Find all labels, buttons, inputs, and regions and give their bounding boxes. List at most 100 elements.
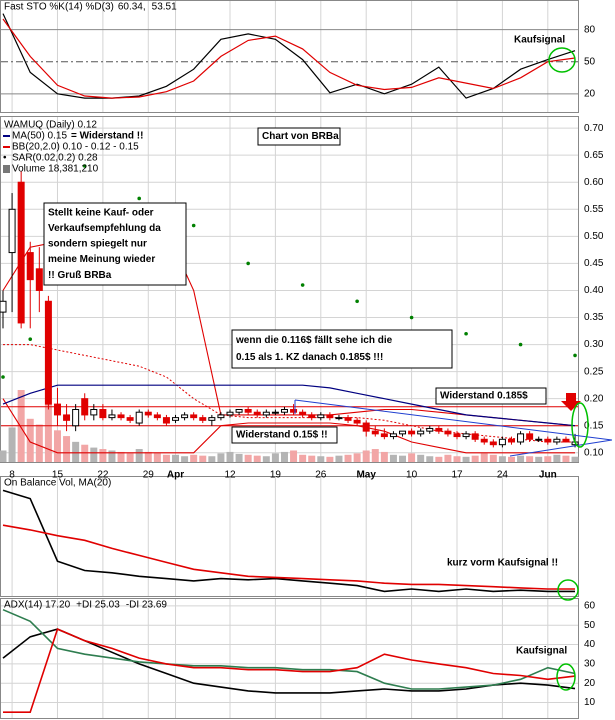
candle-body: [126, 417, 134, 421]
candle-body: [135, 411, 143, 424]
legend-title: WAMUQ (Daily) 0.12: [4, 120, 97, 131]
candle-body: [271, 411, 279, 414]
volume-bar: [208, 456, 216, 462]
series-line: [2, 524, 575, 590]
highlight-circle: [557, 579, 579, 601]
y-tick-label: 0.55: [584, 204, 604, 215]
trend-line: [509, 439, 613, 457]
trend-line: [294, 399, 613, 441]
candle-body: [26, 252, 34, 281]
candle-body: [72, 409, 80, 427]
y-tick-label: 50: [584, 620, 596, 631]
volume-bar: [308, 455, 316, 462]
x-tick-label: 22: [97, 470, 109, 481]
volume-bar: [553, 454, 561, 462]
annotation: kurz vorm Kaufsignal !!: [447, 558, 558, 569]
volume-bar: [126, 453, 134, 462]
candle-body: [535, 438, 543, 441]
volume-bar: [0, 450, 7, 462]
legend-swatch: [3, 165, 10, 173]
sar-dot: [1, 375, 5, 379]
panel-frame: [0, 116, 579, 463]
annotation-text: Widerstand 0.15$ !!: [236, 430, 328, 441]
candle-body: [181, 414, 189, 419]
y-tick-label: 0.10: [584, 447, 604, 458]
candle-body: [326, 414, 334, 419]
x-tick-label: 19: [270, 470, 282, 481]
volume-bar: [226, 451, 234, 462]
volume-bar: [426, 456, 434, 462]
legend-entry: SAR(0.02,0.2) 0.28: [12, 153, 98, 164]
sar-dot: [246, 261, 250, 266]
candle-body: [344, 417, 352, 421]
volume-bar: [53, 430, 61, 462]
annotation-text: !! Gruß BRBa: [48, 270, 112, 281]
series-line: [2, 608, 576, 690]
y-tick-label: 10: [584, 697, 596, 708]
candle-body: [426, 427, 434, 432]
candle-body: [517, 433, 525, 443]
annotation-text: 0.15 als 1. KZ danach 0.185$ !!!: [236, 352, 383, 363]
y-tick-label: 0.15: [584, 420, 604, 431]
volume-bar: [280, 451, 288, 462]
sar-dot: [82, 164, 87, 168]
y-tick-label: 80: [584, 24, 596, 35]
series-line: [3, 628, 576, 713]
volume-bar: [480, 453, 488, 462]
annotation-box: [231, 329, 453, 369]
volume-bar: [235, 453, 243, 462]
y-tick-label: 0.20: [584, 393, 604, 404]
volume-bar: [290, 450, 298, 462]
sar-dot: [28, 337, 33, 341]
volume-bar: [99, 449, 107, 462]
candle-body: [0, 300, 7, 313]
volume-bar: [371, 449, 379, 462]
legend-entry: BB(20,2.0) 0.10 - 0.12 - 0.15: [12, 142, 139, 153]
annotation-text: Verkaufsempfehlung da: [48, 223, 161, 234]
legend-entry: MA(50) 0.15: [12, 131, 67, 142]
candle-body: [8, 208, 16, 254]
y-tick-label: 20: [584, 88, 596, 99]
candle-body: [108, 414, 116, 419]
y-tick-label: 0.70: [584, 123, 604, 134]
candle-body: [408, 430, 416, 435]
volume-bar: [344, 454, 352, 462]
series-line: [2, 628, 576, 694]
annotation-box: [435, 387, 547, 405]
sar-dot: [355, 299, 359, 304]
volume-bar: [44, 404, 52, 462]
candle-body: [399, 430, 407, 435]
volume-bar: [435, 456, 443, 462]
legend-title: On Balance Vol, MA(20): [4, 478, 111, 489]
volume-bar: [217, 453, 225, 462]
sar-dot: [409, 315, 414, 320]
candle-body: [417, 430, 425, 435]
candle-body: [117, 414, 125, 419]
candle-body: [317, 414, 325, 419]
y-tick-label: 50: [584, 56, 596, 67]
candle-body: [217, 414, 225, 419]
x-tick-label: Jun: [539, 470, 557, 481]
y-tick-label: 0.60: [584, 177, 604, 188]
x-tick-label: 24: [497, 470, 509, 481]
legend-entry: Volume 18,381,210: [12, 164, 99, 175]
candle-body: [444, 430, 452, 435]
candle-body: [507, 438, 515, 443]
volume-bar: [535, 456, 543, 462]
x-tick-label: 8: [9, 470, 15, 481]
sar-dot: [573, 353, 577, 358]
annotation-layer: Fast STO %K(14) %D(3) 60.34, 53.51 Kaufsign…: [3, 2, 567, 657]
sar-dot: [191, 223, 196, 228]
candle-body: [335, 417, 343, 420]
candle-body: [235, 409, 243, 413]
candle-body: [144, 411, 152, 416]
legend-entry: +DI 25.03: [76, 600, 120, 611]
candle-body: [353, 419, 361, 424]
candle-body: [362, 422, 370, 432]
volume-bar: [408, 453, 416, 462]
candle-body: [389, 433, 397, 438]
volume-bar: [517, 455, 525, 462]
candle-body: [262, 411, 270, 416]
